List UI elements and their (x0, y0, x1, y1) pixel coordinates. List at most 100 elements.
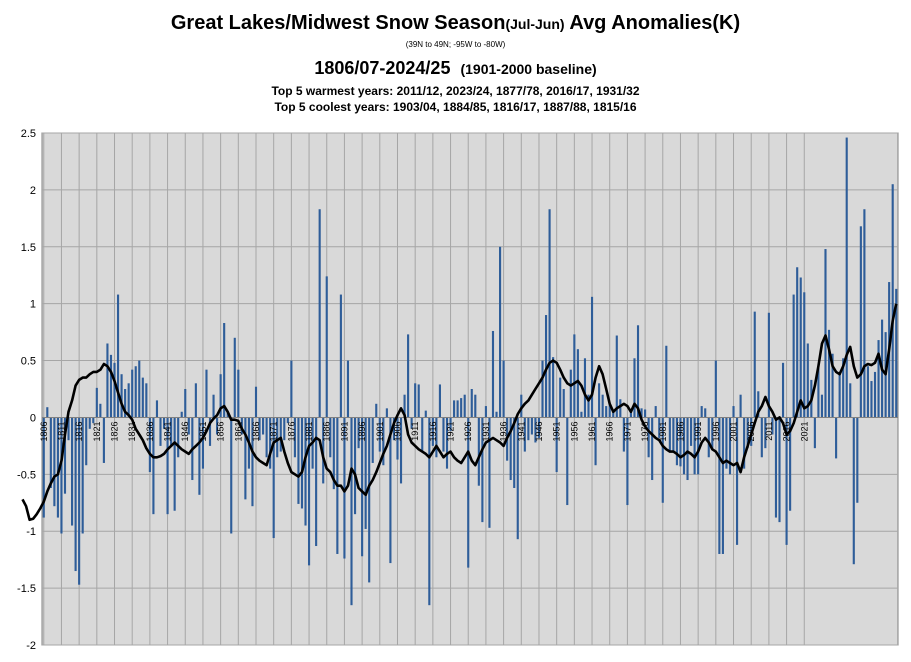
x-tick-label: 1921 (446, 421, 456, 441)
anomaly-bar (353, 417, 357, 515)
chart-region: (39N to 49N; -95W to -80W) (405, 40, 506, 49)
x-tick-label: 1871 (269, 421, 279, 441)
y-tick-label: 0 (30, 412, 36, 424)
anomaly-bar (544, 315, 548, 418)
x-tick-label: 1996 (711, 421, 721, 441)
anomaly-bar (474, 394, 477, 418)
x-tick-label: 1876 (286, 421, 296, 441)
anomaly-bar (895, 288, 898, 418)
anomaly-bar (820, 394, 824, 418)
x-tick-label: 1911 (410, 421, 420, 440)
x-tick-label: 1826 (110, 421, 120, 441)
anomaly-bar (279, 417, 282, 452)
anomaly-bar (672, 417, 675, 452)
x-tick-label: 1901 (375, 421, 385, 441)
anomaly-bar (608, 403, 611, 418)
y-tick-label: -1 (26, 526, 36, 538)
anomaly-bar (297, 417, 300, 504)
anomaly-bar (456, 400, 459, 418)
x-tick-label: 2011 (764, 421, 774, 440)
anomaly-bar (177, 417, 180, 458)
anomaly-bar (827, 329, 831, 418)
anomaly-bar (831, 353, 834, 418)
anomaly-bar (120, 374, 123, 418)
anomaly-bar (399, 417, 403, 484)
y-tick-label: -1.5 (17, 583, 36, 595)
anomaly-bar (42, 417, 45, 518)
x-tick-label: 2021 (799, 421, 809, 441)
anomaly-bar (792, 294, 795, 418)
chart-title: Great Lakes/Midwest Snow Season(Jul-Jun)… (170, 12, 741, 34)
anomaly-bar (789, 417, 792, 511)
anomaly-bar (74, 417, 77, 572)
anomaly-bar (155, 400, 159, 418)
coolest-years: Top 5 coolest years: 1903/04, 1884/85, 1… (274, 100, 637, 114)
anomaly-bar (594, 417, 597, 466)
anomaly-bar (771, 417, 774, 435)
anomaly-bar (573, 334, 576, 418)
anomaly-bar (407, 334, 410, 418)
anomaly-bar (283, 417, 286, 441)
anomaly-bar (435, 417, 438, 458)
anomaly-bar (166, 417, 169, 515)
y-tick-label: -2 (26, 640, 36, 652)
x-tick-label: 1816 (74, 421, 84, 441)
anomaly-bar (499, 246, 502, 418)
x-tick-label: 1821 (92, 421, 102, 441)
anomaly-bar (78, 417, 81, 585)
anomaly-bar (208, 417, 212, 446)
x-tick-label: 2001 (729, 421, 739, 441)
anomaly-bar (746, 417, 749, 449)
anomaly-bar (817, 366, 820, 418)
anomaly-bar (735, 417, 739, 545)
anomaly-bar (315, 417, 318, 547)
x-tick-label: 1981 (658, 421, 668, 441)
anomaly-bar (304, 417, 307, 526)
anomaly-bar (651, 417, 654, 481)
x-tick-label: 1926 (463, 421, 473, 441)
anomaly-bar (523, 417, 526, 452)
anomaly-bar (81, 417, 84, 534)
anomaly-bar (537, 417, 541, 438)
anomaly-bar (414, 383, 417, 418)
anomaly-bar (739, 394, 742, 418)
anomaly-bar (697, 417, 700, 475)
anomaly-bar (576, 349, 579, 418)
anomaly-bar (198, 417, 201, 495)
anomaly-bar (346, 360, 350, 418)
anomaly-bar (431, 417, 434, 446)
anomaly-bar (145, 383, 148, 418)
anomaly-bar (629, 411, 633, 418)
anomaly-bar (520, 394, 523, 418)
anomaly-bar (566, 417, 569, 506)
anomaly-bar (357, 417, 360, 449)
anomaly-bar (601, 394, 604, 418)
anomaly-bar (891, 184, 894, 418)
anomaly-bar (453, 400, 456, 418)
anomaly-bar (470, 389, 473, 418)
anomaly-bar (764, 417, 767, 449)
anomaly-bar (849, 383, 852, 418)
anomaly-bar (71, 417, 74, 526)
anomaly-bar (509, 417, 512, 481)
anomaly-bar (866, 366, 869, 418)
anomaly-bar (389, 417, 392, 564)
anomaly-bar (216, 417, 219, 435)
anomaly-bar (124, 389, 127, 418)
anomaly-bar (707, 417, 710, 458)
anomaly-bar (569, 369, 572, 418)
anomaly-bar (488, 417, 491, 528)
anomaly-bar (491, 330, 495, 418)
anomaly-bar (760, 417, 763, 458)
anomaly-bar (813, 417, 816, 449)
anomaly-bar (325, 276, 328, 418)
y-tick-label: -0.5 (17, 469, 36, 481)
anomaly-bar (873, 371, 877, 418)
anomaly-bar (700, 406, 703, 418)
anomaly-bar (590, 296, 594, 418)
anomaly-bar (88, 417, 91, 429)
anomaly-bar (56, 417, 59, 518)
x-tick-label: 1966 (605, 421, 615, 441)
y-tick-label: 1 (30, 299, 36, 311)
x-tick-label: 1936 (499, 421, 509, 441)
